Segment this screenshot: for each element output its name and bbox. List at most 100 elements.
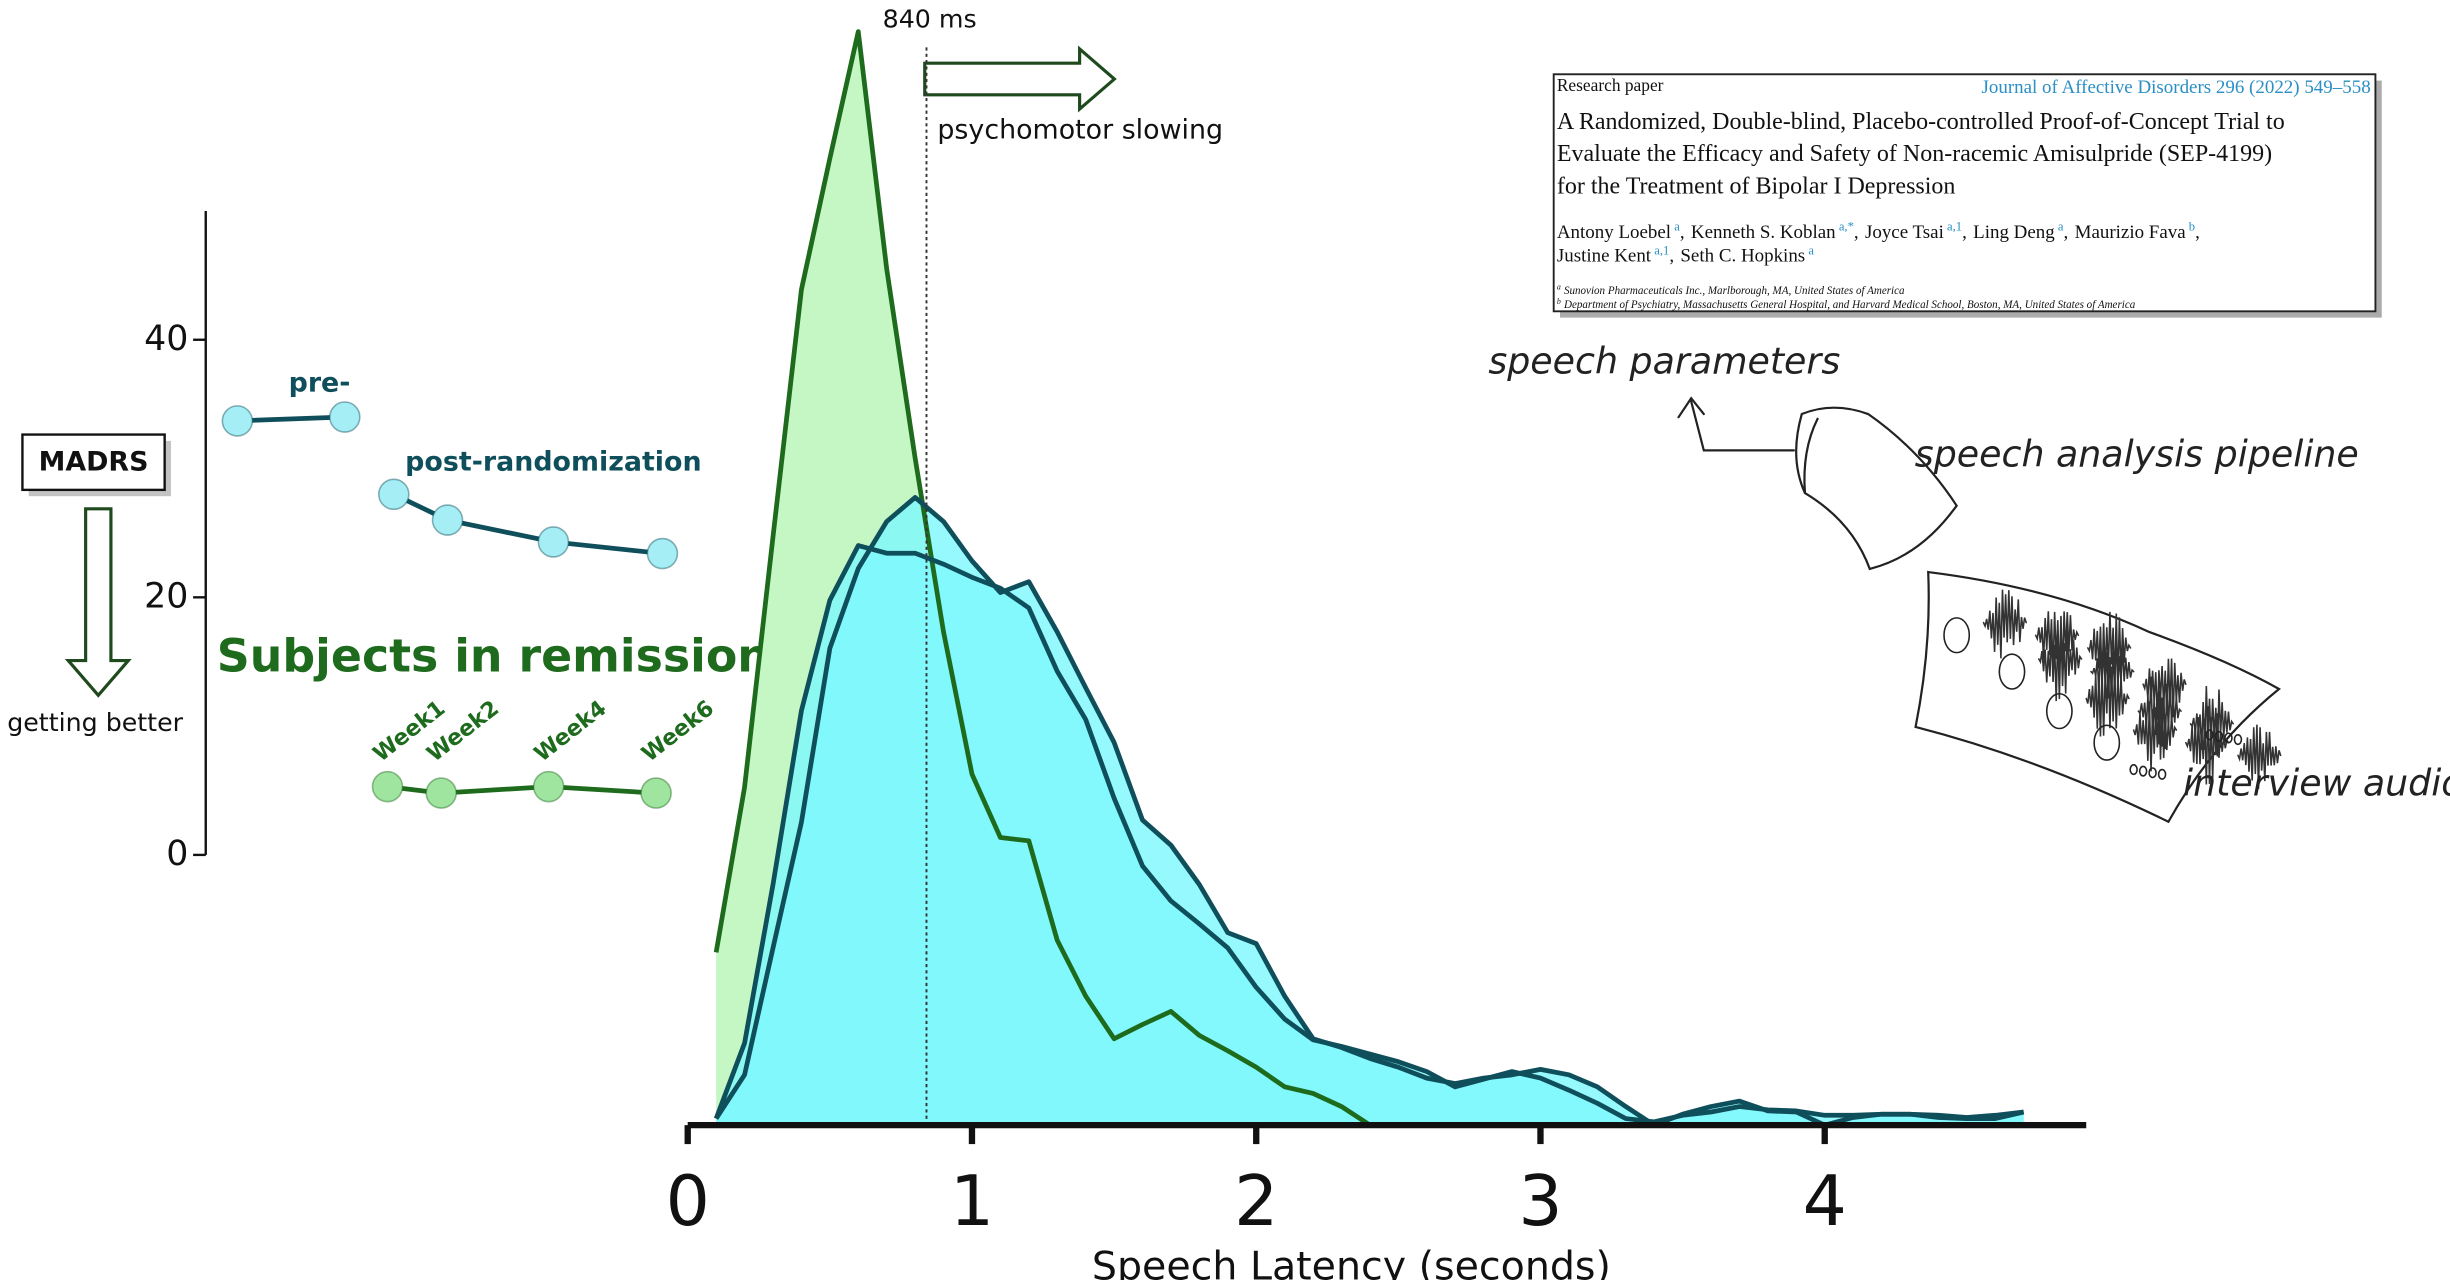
- paper-kind: Research paper: [1557, 76, 1664, 95]
- paper-title-line: for the Treatment of Bipolar I Depressio…: [1557, 174, 1956, 200]
- week-label: Week6: [637, 695, 719, 767]
- area-line: [713, 543, 2024, 1125]
- madrs-box: [21, 433, 166, 492]
- author-sep: ,: [1669, 246, 1674, 267]
- author-sup: b: [2189, 219, 2195, 233]
- author-sep: ,: [2064, 222, 2069, 243]
- paper-body: A Randomized, Double-blind, Placebo-cont…: [1557, 109, 2285, 311]
- waveform: [1982, 589, 2027, 659]
- x-tick-label: 0: [666, 1161, 710, 1242]
- waveform: [2038, 623, 2083, 702]
- bubble: [2205, 729, 2214, 741]
- paper-title-line: A Randomized, Double-blind, Placebo-cont…: [1557, 109, 2285, 135]
- paper-journal: Journal of Affective Disorders 296 (2022…: [1982, 77, 2371, 98]
- author-sup: a: [1674, 219, 1680, 233]
- x-axis-label: Speech Latency (seconds): [1092, 1243, 1611, 1280]
- author-name: Joyce Tsai: [1865, 222, 1944, 243]
- author-sup: a: [2058, 219, 2064, 233]
- face: [1998, 653, 2026, 690]
- author-name: Justine Kent: [1557, 246, 1652, 267]
- series-label: Subjects in remission: [217, 628, 770, 682]
- funnel-edge: [1803, 417, 1819, 495]
- series-line: [387, 784, 657, 796]
- waveforms: [1943, 589, 2282, 789]
- pipeline-label: speech analysis pipeline: [1915, 433, 2359, 476]
- point: [377, 478, 410, 511]
- y-tick-label: 20: [144, 576, 188, 616]
- face: [2093, 724, 2121, 761]
- madrs-label: MADRS: [39, 447, 149, 478]
- x-tick-label: 3: [1518, 1161, 1562, 1242]
- bubble: [2157, 768, 2167, 780]
- point: [537, 526, 570, 558]
- down-arrow: [64, 507, 132, 698]
- paper-box: [1552, 73, 2377, 313]
- author-sep: ,: [1680, 222, 1685, 243]
- waveform: [2237, 724, 2282, 789]
- series-line: [392, 492, 663, 556]
- y-tick-label: 40: [144, 319, 188, 359]
- bubble: [2129, 764, 2138, 776]
- output-arrow: [1677, 396, 1795, 452]
- affiliation-text: Sunovion Pharmaceuticals Inc., Marlborou…: [1564, 284, 1905, 296]
- face: [1943, 617, 1971, 654]
- author-sep: ,: [1962, 222, 1967, 243]
- area-fill: [716, 497, 2024, 1126]
- author-sup: a,1: [1947, 219, 1962, 233]
- paper-title-line: Evaluate the Efficacy and Safety of Non-…: [1557, 141, 2272, 167]
- x-tick-label: 4: [1803, 1161, 1847, 1242]
- waveform: [2085, 655, 2130, 737]
- waveform: [2184, 706, 2230, 785]
- author-sup: a: [1808, 243, 1814, 257]
- vline-label: 840 ms: [883, 5, 977, 34]
- x-tick-label: 2: [1234, 1161, 1278, 1242]
- waveform: [2132, 690, 2178, 772]
- author-line: Antony Loebel a, Kenneth S. Koblan a,*, Joyc…: [1557, 219, 2200, 243]
- author-sup: a,1: [1654, 243, 1669, 257]
- bubble: [2233, 734, 2243, 746]
- author-name: Seth C. Hopkins: [1680, 246, 1805, 267]
- series-label: post-randomization: [405, 447, 701, 478]
- bubble: [2148, 767, 2157, 779]
- arrow-label: psychomotor slowing: [937, 115, 1223, 146]
- bubble: [2138, 765, 2148, 777]
- affiliation: b Department of Psychiatry, Massachusetts…: [1557, 297, 2136, 311]
- x-tick-label: 1: [950, 1161, 994, 1242]
- author-name: Ling Deng: [1973, 222, 2055, 243]
- series-label: pre-: [289, 368, 351, 399]
- affiliation-sup: b: [1557, 297, 1561, 306]
- right-arrow: [923, 45, 1117, 113]
- author-name: Maurizio Fava: [2075, 222, 2187, 243]
- y-tick-label: 0: [166, 834, 188, 874]
- affiliation-sup: a: [1557, 282, 1561, 291]
- point: [431, 504, 464, 536]
- author-sep: ,: [1854, 222, 1859, 243]
- point: [371, 770, 404, 803]
- affiliation-text: Department of Psychiatry, Massachusetts …: [1563, 299, 2136, 311]
- sketch: [1677, 396, 2282, 824]
- point: [425, 777, 457, 809]
- point: [640, 777, 672, 809]
- point: [329, 401, 361, 433]
- bubble: [2214, 730, 2224, 742]
- face: [2045, 692, 2073, 730]
- bubble: [2224, 732, 2233, 744]
- author-name: Kenneth S. Koblan: [1691, 222, 1836, 243]
- author-line: Justine Kent a,1, Seth C. Hopkins a: [1557, 243, 1815, 267]
- week-label: Week4: [529, 695, 611, 767]
- point: [646, 537, 679, 570]
- author-sep: ,: [2195, 222, 2200, 243]
- point: [532, 770, 565, 803]
- point: [221, 405, 254, 437]
- speech-bubbles: [2129, 729, 2243, 780]
- input-label: interview audio: [2183, 761, 2450, 804]
- author-name: Antony Loebel: [1557, 222, 1671, 243]
- affiliation: a Sunovion Pharmaceuticals Inc., Marlboro…: [1557, 282, 1905, 296]
- output-label: speech parameters: [1488, 339, 1840, 382]
- funnel: [1795, 406, 1958, 571]
- waveform: [2087, 611, 2132, 683]
- direction-label: getting better: [7, 708, 183, 737]
